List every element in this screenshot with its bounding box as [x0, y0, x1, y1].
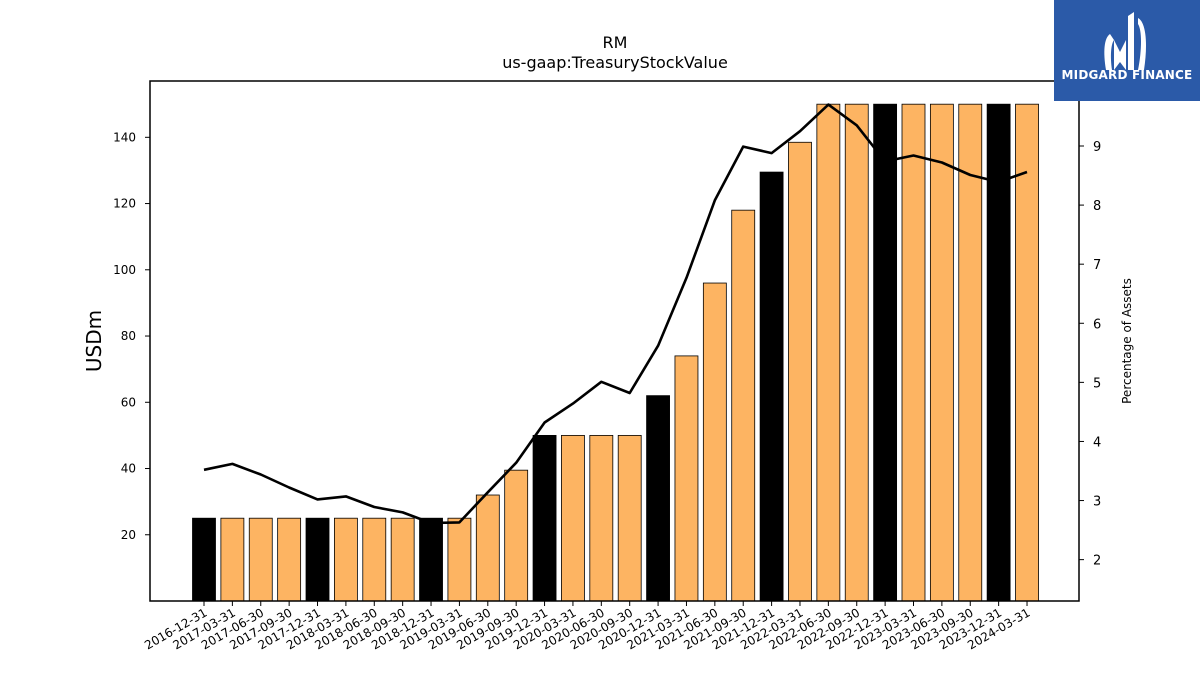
logo-mark-icon [1104, 12, 1146, 70]
y2-tick-label: 6 [1093, 317, 1101, 332]
bar [277, 517, 302, 602]
y-tick-label: 140 [113, 130, 136, 144]
y2-tick-label: 5 [1093, 376, 1101, 391]
logo-text: MIDGARD FINANCE [1061, 68, 1193, 82]
bar [419, 517, 443, 602]
bar [390, 517, 415, 602]
y2-tick-label: 8 [1093, 199, 1101, 214]
bar [702, 282, 727, 602]
bar [333, 517, 358, 602]
bar [617, 434, 642, 602]
y-tick-label: 60 [121, 395, 136, 409]
logo: MIDGARD FINANCE [1054, 0, 1200, 101]
y-tick-label: 120 [113, 197, 136, 211]
line-path [203, 103, 1028, 525]
y2-tick-label: 3 [1093, 495, 1101, 510]
bar [873, 103, 898, 602]
bar [447, 517, 472, 602]
bar [759, 171, 784, 602]
chart-title: RM [603, 33, 628, 52]
bar [532, 434, 557, 602]
y2-tick-label: 9 [1093, 140, 1101, 155]
y2-axis: 2 3 4 5 6 7 8 9 [1079, 140, 1101, 569]
y-axis-label: USDm [82, 310, 106, 372]
y-tick-label: 100 [113, 263, 136, 277]
bar [475, 494, 500, 602]
bar [1015, 103, 1039, 602]
bar [504, 469, 529, 602]
y-tick-label: 20 [121, 528, 136, 542]
bar [788, 141, 812, 602]
bar [674, 355, 699, 602]
y2-axis-label: Percentage of Assets [1120, 278, 1134, 404]
x-axis: 2016-12-312017-03-312017-06-302017-09-30… [142, 601, 1033, 652]
bar [929, 103, 954, 602]
plot-frame [149, 80, 1080, 602]
y-tick-label: 40 [121, 462, 136, 476]
y2-tick-label: 4 [1093, 435, 1101, 450]
bar [248, 517, 273, 602]
bar [561, 434, 585, 602]
bar [731, 209, 756, 602]
y-axis: 20 40 60 80 100 120 140 [113, 130, 150, 542]
y-tick-label: 80 [121, 329, 136, 343]
y2-tick-label: 7 [1093, 258, 1101, 273]
bar [589, 434, 614, 602]
bar [816, 103, 841, 602]
bar-series [192, 103, 1039, 602]
bar [901, 103, 926, 602]
bar [646, 395, 670, 602]
bar [958, 103, 983, 602]
chart-subtitle: us-gaap:TreasuryStockValue [502, 53, 728, 72]
bar [305, 517, 330, 602]
bar [844, 103, 869, 602]
bar [220, 517, 245, 602]
line-series [203, 103, 1028, 525]
y2-tick-label: 2 [1093, 554, 1101, 569]
bar [362, 517, 387, 602]
bar [192, 517, 216, 602]
